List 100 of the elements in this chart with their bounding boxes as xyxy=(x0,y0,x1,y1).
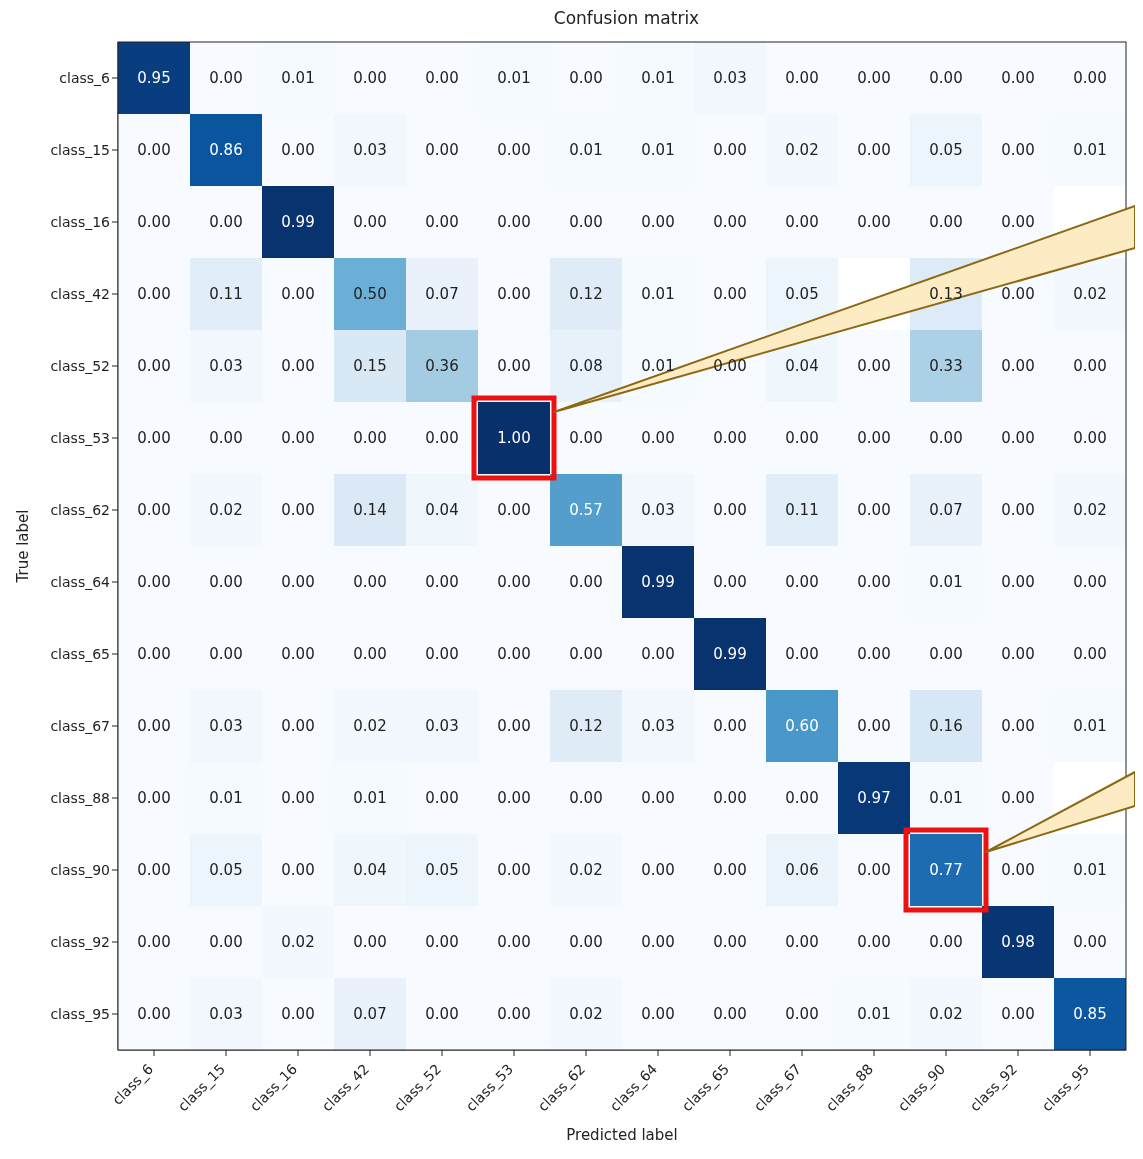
data-label: 0.03 xyxy=(209,1005,243,1023)
y-tick-label: class_15 xyxy=(50,141,110,158)
data-label: 0.00 xyxy=(929,645,963,663)
data-label: 0.15 xyxy=(353,357,387,375)
y-tick-label: class_65 xyxy=(50,645,110,662)
data-label: 0.00 xyxy=(641,645,675,663)
data-label: 0.00 xyxy=(209,573,243,591)
data-label: 0.00 xyxy=(497,357,531,375)
data-label: 0.01 xyxy=(1073,141,1107,159)
data-label: 0.05 xyxy=(785,285,819,303)
data-label: 0.00 xyxy=(713,141,747,159)
data-label: 0.02 xyxy=(209,501,243,519)
data-label: 0.08 xyxy=(569,357,603,375)
data-label: 0.00 xyxy=(785,213,819,231)
data-label: 0.00 xyxy=(425,789,459,807)
data-label: 0.00 xyxy=(425,933,459,951)
data-label: 0.01 xyxy=(929,573,963,591)
data-label: 0.00 xyxy=(353,429,387,447)
data-label: 0.00 xyxy=(713,213,747,231)
data-label: 0.03 xyxy=(209,357,243,375)
data-label: 0.04 xyxy=(425,501,459,519)
data-label: 0.00 xyxy=(713,933,747,951)
data-label: 0.86 xyxy=(209,141,243,159)
y-tick-label: class_88 xyxy=(50,789,110,806)
y-tick-label: class_90 xyxy=(50,861,110,878)
data-label: 0.00 xyxy=(425,141,459,159)
data-label: 0.00 xyxy=(857,357,891,375)
data-label: 0.01 xyxy=(641,141,675,159)
data-label: 0.97 xyxy=(857,789,891,807)
data-label: 0.01 xyxy=(569,141,603,159)
data-label: 0.00 xyxy=(641,1005,675,1023)
data-label: 0.00 xyxy=(425,573,459,591)
chart-title: Confusion matrix xyxy=(552,8,701,30)
data-label: 0.00 xyxy=(425,69,459,87)
data-label: 0.00 xyxy=(353,933,387,951)
data-label: 0.14 xyxy=(353,501,387,519)
y-tick-label: class_95 xyxy=(50,1005,110,1022)
data-label: 0.00 xyxy=(209,69,243,87)
data-label: 0.03 xyxy=(713,69,747,87)
data-label: 0.00 xyxy=(1001,645,1035,663)
data-label: 0.00 xyxy=(713,285,747,303)
data-label: 0.00 xyxy=(785,789,819,807)
data-label: 0.16 xyxy=(929,717,963,735)
data-label: 0.00 xyxy=(425,1005,459,1023)
data-label: 0.00 xyxy=(1001,573,1035,591)
data-label: 0.00 xyxy=(425,645,459,663)
data-label: 0.00 xyxy=(857,213,891,231)
data-label: 0.00 xyxy=(1001,69,1035,87)
data-label: 0.02 xyxy=(1073,501,1107,519)
data-label: 0.01 xyxy=(857,1005,891,1023)
data-label: 0.00 xyxy=(497,645,531,663)
data-label: 0.00 xyxy=(857,141,891,159)
data-label: 0.57 xyxy=(569,501,603,519)
data-label: 0.36 xyxy=(425,357,459,375)
x-axis-title: Predicted label xyxy=(566,1126,678,1144)
data-label: 0.00 xyxy=(497,501,531,519)
data-label: 0.03 xyxy=(425,717,459,735)
data-label: 0.00 xyxy=(641,861,675,879)
data-label: 0.00 xyxy=(137,213,171,231)
data-label: 0.60 xyxy=(785,717,819,735)
y-axis-title: True label xyxy=(14,509,32,584)
data-label: 0.00 xyxy=(713,357,747,375)
data-label: 0.01 xyxy=(1073,861,1107,879)
data-label: 0.00 xyxy=(929,69,963,87)
data-label: 0.99 xyxy=(713,645,747,663)
data-label: 0.11 xyxy=(209,285,243,303)
data-label: 0.00 xyxy=(1001,789,1035,807)
data-label: 0.00 xyxy=(281,717,315,735)
data-label: 0.12 xyxy=(569,717,603,735)
data-label: 0.00 xyxy=(569,429,603,447)
data-label: 0.02 xyxy=(353,717,387,735)
data-label: 0.00 xyxy=(209,933,243,951)
data-label: 0.00 xyxy=(1001,501,1035,519)
data-label: 0.00 xyxy=(137,573,171,591)
data-label: 0.01 xyxy=(641,357,675,375)
data-label: 0.00 xyxy=(929,933,963,951)
data-label: 0.00 xyxy=(713,429,747,447)
data-label: 0.00 xyxy=(713,573,747,591)
data-label: 0.12 xyxy=(569,285,603,303)
data-label: 0.00 xyxy=(857,645,891,663)
data-label: 0.00 xyxy=(929,213,963,231)
data-label: 0.00 xyxy=(1001,429,1035,447)
data-label: 0.00 xyxy=(785,573,819,591)
data-label: 0.03 xyxy=(353,141,387,159)
data-label: 0.00 xyxy=(857,69,891,87)
data-label: 0.00 xyxy=(137,717,171,735)
data-label: 0.01 xyxy=(641,285,675,303)
data-label: 0.00 xyxy=(641,213,675,231)
data-label: 0.02 xyxy=(1073,285,1107,303)
data-label: 0.03 xyxy=(641,717,675,735)
data-label: 0.00 xyxy=(209,429,243,447)
data-label: 0.00 xyxy=(641,933,675,951)
data-label: 0.00 xyxy=(137,645,171,663)
data-label: 0.99 xyxy=(641,573,675,591)
data-label: 0.02 xyxy=(281,933,315,951)
data-label: 0.00 xyxy=(497,213,531,231)
data-label: 0.00 xyxy=(857,429,891,447)
data-label: 0.00 xyxy=(785,1005,819,1023)
data-label: 0.00 xyxy=(569,573,603,591)
data-label: 0.00 xyxy=(497,573,531,591)
